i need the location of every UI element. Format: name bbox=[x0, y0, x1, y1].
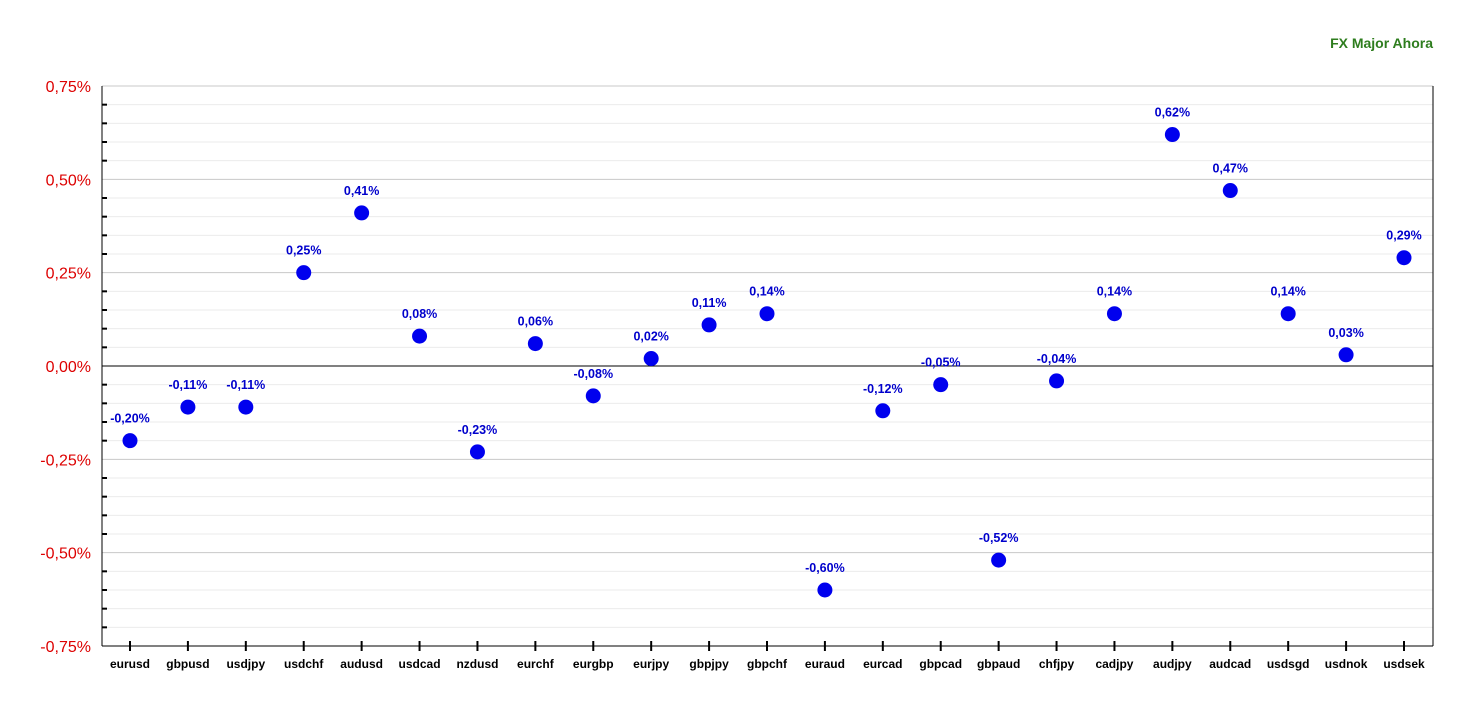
data-label: -0,23% bbox=[458, 423, 498, 437]
data-point bbox=[875, 403, 891, 419]
data-point bbox=[122, 433, 138, 449]
y-tick-label: 0,25% bbox=[46, 266, 91, 283]
data-label: -0,04% bbox=[1037, 352, 1077, 366]
data-label: 0,14% bbox=[1270, 285, 1305, 299]
data-label: 0,03% bbox=[1328, 326, 1363, 340]
data-point bbox=[527, 336, 543, 352]
data-point bbox=[701, 317, 717, 333]
y-tick-label: -0,50% bbox=[40, 546, 91, 563]
y-tick-label: 0,00% bbox=[46, 359, 91, 376]
data-point bbox=[1396, 250, 1412, 266]
data-label: 0,41% bbox=[344, 184, 379, 198]
y-tick-label: -0,25% bbox=[40, 452, 91, 469]
x-axis-ticks: eurusd gbpusd usdjpy usdchf audusd usdcad nzdu… bbox=[110, 657, 1425, 671]
y-axis-ticks: 0,75% 0,50% 0,25% 0,00% -0,25% -0,50% -0,75% bbox=[40, 79, 91, 656]
data-point bbox=[354, 205, 370, 221]
data-point bbox=[1164, 127, 1180, 143]
data-point bbox=[933, 377, 949, 393]
x-tick-label: gbpusd bbox=[166, 657, 209, 671]
y-tick-label: 0,75% bbox=[46, 79, 91, 96]
x-tick-label: euraud bbox=[805, 657, 845, 671]
data-label: -0,52% bbox=[979, 531, 1019, 545]
x-tick-label: usdjpy bbox=[226, 657, 265, 671]
x-tick-label: audcad bbox=[1209, 657, 1251, 671]
x-tick-label: cadjpy bbox=[1095, 657, 1133, 671]
x-tick-label: eurjpy bbox=[633, 657, 669, 671]
data-point bbox=[296, 265, 312, 281]
data-label: 0,08% bbox=[402, 307, 437, 321]
data-label: -0,05% bbox=[921, 356, 961, 370]
x-tick-label: eurusd bbox=[110, 657, 150, 671]
data-labels: -0,20% -0,11% -0,11% 0,25% 0,41% 0,08% -0,23% 0… bbox=[110, 106, 1422, 575]
data-point bbox=[1222, 183, 1238, 199]
data-label: -0,11% bbox=[226, 378, 265, 392]
data-point bbox=[991, 552, 1007, 568]
x-tick-label: gbpcad bbox=[919, 657, 962, 671]
data-point bbox=[643, 351, 659, 367]
data-point bbox=[1106, 306, 1122, 322]
x-tick-label: usdchf bbox=[284, 657, 324, 671]
data-point bbox=[469, 444, 485, 460]
data-point bbox=[180, 399, 196, 415]
data-label: 0,14% bbox=[749, 285, 784, 299]
data-label: 0,02% bbox=[633, 330, 668, 344]
x-tick-label: usdnok bbox=[1325, 657, 1368, 671]
data-label: -0,12% bbox=[863, 382, 903, 396]
x-tick-label: chfjpy bbox=[1039, 657, 1075, 671]
x-tick-label: eurchf bbox=[517, 657, 555, 671]
data-points bbox=[122, 127, 1412, 598]
chart-title: FX Major Ahora bbox=[1330, 35, 1433, 51]
x-tick-label: usdsek bbox=[1383, 657, 1425, 671]
x-tick-label: usdsgd bbox=[1267, 657, 1310, 671]
data-label: -0,08% bbox=[573, 367, 613, 381]
data-point bbox=[1049, 373, 1065, 389]
y-tick-label: -0,75% bbox=[40, 639, 91, 656]
x-tick-label: nzdusd bbox=[456, 657, 498, 671]
x-tick-label: eurgbp bbox=[573, 657, 614, 671]
data-label: 0,14% bbox=[1097, 285, 1132, 299]
data-point bbox=[759, 306, 775, 322]
x-tick-label: audjpy bbox=[1153, 657, 1192, 671]
x-tick-label: usdcad bbox=[399, 657, 441, 671]
data-label: 0,25% bbox=[286, 244, 321, 258]
data-point bbox=[238, 399, 254, 415]
data-point bbox=[817, 582, 833, 598]
x-tick-label: gbpchf bbox=[747, 657, 788, 671]
x-tick-label: gbpaud bbox=[977, 657, 1020, 671]
data-label: -0,20% bbox=[110, 412, 150, 426]
data-point bbox=[1280, 306, 1296, 322]
data-label: -0,60% bbox=[805, 561, 845, 575]
data-label: -0,11% bbox=[168, 378, 207, 392]
data-label: 0,62% bbox=[1155, 106, 1190, 120]
x-tick-label: eurcad bbox=[863, 657, 902, 671]
x-tick-label: audusd bbox=[340, 657, 383, 671]
grid-lines bbox=[102, 85, 1433, 647]
data-label: 0,06% bbox=[518, 315, 553, 329]
data-label: 0,47% bbox=[1213, 162, 1248, 176]
data-label: 0,29% bbox=[1386, 229, 1421, 243]
data-point bbox=[412, 328, 428, 344]
axes bbox=[101, 86, 1434, 651]
x-tick-label: gbpjpy bbox=[689, 657, 729, 671]
y-tick-label: 0,50% bbox=[46, 172, 91, 189]
data-point bbox=[585, 388, 601, 404]
data-label: 0,11% bbox=[692, 296, 727, 310]
data-point bbox=[1338, 347, 1354, 363]
